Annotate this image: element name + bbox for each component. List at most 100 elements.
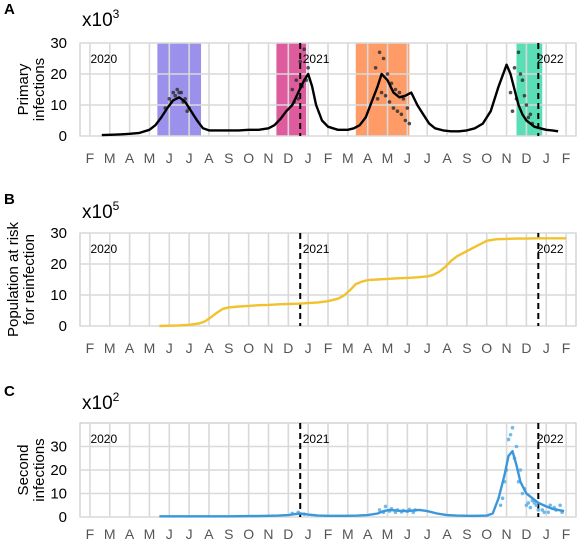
x-tick-label: A	[442, 150, 452, 166]
series-line	[159, 237, 567, 328]
data-point	[526, 115, 531, 120]
x-tick-label: J	[404, 340, 411, 356]
x-tick-label: F	[562, 340, 571, 356]
x-tick-label: A	[442, 526, 452, 542]
x-tick-label: O	[481, 526, 492, 542]
x-tick-label: S	[224, 150, 233, 166]
scale-base: x10	[82, 393, 113, 414]
data-point	[401, 97, 406, 101]
x-tick-label: S	[462, 526, 471, 542]
x-tick-label: J	[305, 150, 312, 166]
data-point	[500, 496, 505, 501]
data-point	[379, 90, 384, 95]
panel-letter: B	[4, 191, 15, 208]
x-tick-label: S	[462, 150, 471, 166]
x-tick-label: N	[501, 340, 511, 356]
data-point	[290, 87, 295, 92]
year-label: 2022	[537, 242, 564, 256]
data-point	[383, 93, 388, 98]
x-tick-label: S	[462, 340, 471, 356]
x-tick-label: J	[543, 526, 550, 542]
x-tick-label: D	[283, 150, 293, 166]
data-point	[385, 72, 390, 76]
x-tick-label: J	[166, 150, 173, 166]
y-tick-label: 0	[59, 318, 67, 335]
x-tick-label: N	[501, 150, 511, 166]
x-tick-label: D	[521, 526, 531, 542]
year-label: 2021	[303, 52, 330, 66]
y-axis-label-line: Population at risk	[5, 221, 22, 337]
x-tick-label: M	[104, 150, 116, 166]
series-line	[159, 450, 565, 518]
x-tick-label: J	[543, 150, 550, 166]
data-point	[407, 121, 412, 126]
data-point	[302, 47, 306, 51]
data-point	[514, 444, 519, 449]
data-point	[175, 87, 180, 92]
x-tick-label: A	[204, 150, 214, 166]
x-tick-label: J	[186, 526, 193, 542]
y-tick-label: 10	[50, 97, 67, 114]
x-tick-label: F	[562, 526, 571, 542]
y-tick-label: 30	[50, 439, 67, 456]
y-axis-label: Primaryinfections	[15, 58, 48, 121]
y-tick-label: 20	[50, 462, 67, 479]
x-tick-label: O	[481, 150, 492, 166]
series-line	[101, 63, 559, 137]
data-point	[403, 118, 408, 123]
y-axis-label-line: Primary	[15, 63, 32, 115]
x-tick-label: O	[243, 526, 254, 542]
year-label: 2022	[537, 432, 564, 446]
data-point	[548, 503, 553, 508]
x-tick-label: M	[382, 150, 394, 166]
data-point	[528, 505, 533, 510]
data-point	[524, 103, 529, 107]
data-point	[173, 93, 178, 98]
y-axis-label-line: infections	[31, 58, 48, 121]
shaded-period	[355, 43, 410, 136]
data-point	[387, 100, 392, 104]
x-tick-label: J	[424, 150, 431, 166]
y-tick-label: 30	[50, 225, 67, 242]
x-tick-label: J	[305, 340, 312, 356]
data-point	[377, 508, 382, 512]
x-tick-label: J	[166, 340, 173, 356]
data-point	[405, 106, 410, 110]
scale-label: x102	[82, 390, 120, 414]
y-axis-label-line: infections	[31, 438, 48, 501]
data-point	[171, 90, 176, 95]
x-tick-label: F	[324, 340, 333, 356]
data-point	[391, 106, 396, 110]
panel-letter: C	[4, 383, 15, 400]
year-label: 2022	[537, 52, 564, 66]
x-tick-label: A	[204, 526, 214, 542]
year-label: 2021	[303, 242, 330, 256]
data-point	[377, 50, 382, 55]
x-tick-label: J	[404, 526, 411, 542]
x-tick-label: F	[324, 150, 333, 166]
x-tick-label: D	[283, 526, 293, 542]
year-label: 2020	[90, 52, 117, 66]
data-point	[510, 109, 515, 113]
x-tick-label: S	[224, 340, 233, 356]
data-point	[510, 425, 515, 430]
x-tick-label: A	[363, 150, 373, 166]
scale-label: x105	[82, 199, 120, 223]
data-point	[526, 501, 531, 505]
x-tick-label: A	[125, 150, 135, 166]
x-tick-label: A	[442, 340, 452, 356]
y-axis-label: Secondinfections	[15, 438, 48, 501]
x-tick-label: O	[243, 340, 254, 356]
data-point	[536, 508, 541, 512]
x-tick-label: O	[481, 340, 492, 356]
x-tick-label: M	[104, 526, 116, 542]
x-tick-label: D	[283, 340, 293, 356]
x-tick-label: J	[424, 526, 431, 542]
y-tick-label: 0	[59, 509, 67, 526]
data-point	[512, 66, 517, 70]
y-axis-label-line: for reinfection	[21, 234, 38, 325]
y-tick-label: 10	[50, 486, 67, 503]
x-tick-label: F	[324, 526, 333, 542]
